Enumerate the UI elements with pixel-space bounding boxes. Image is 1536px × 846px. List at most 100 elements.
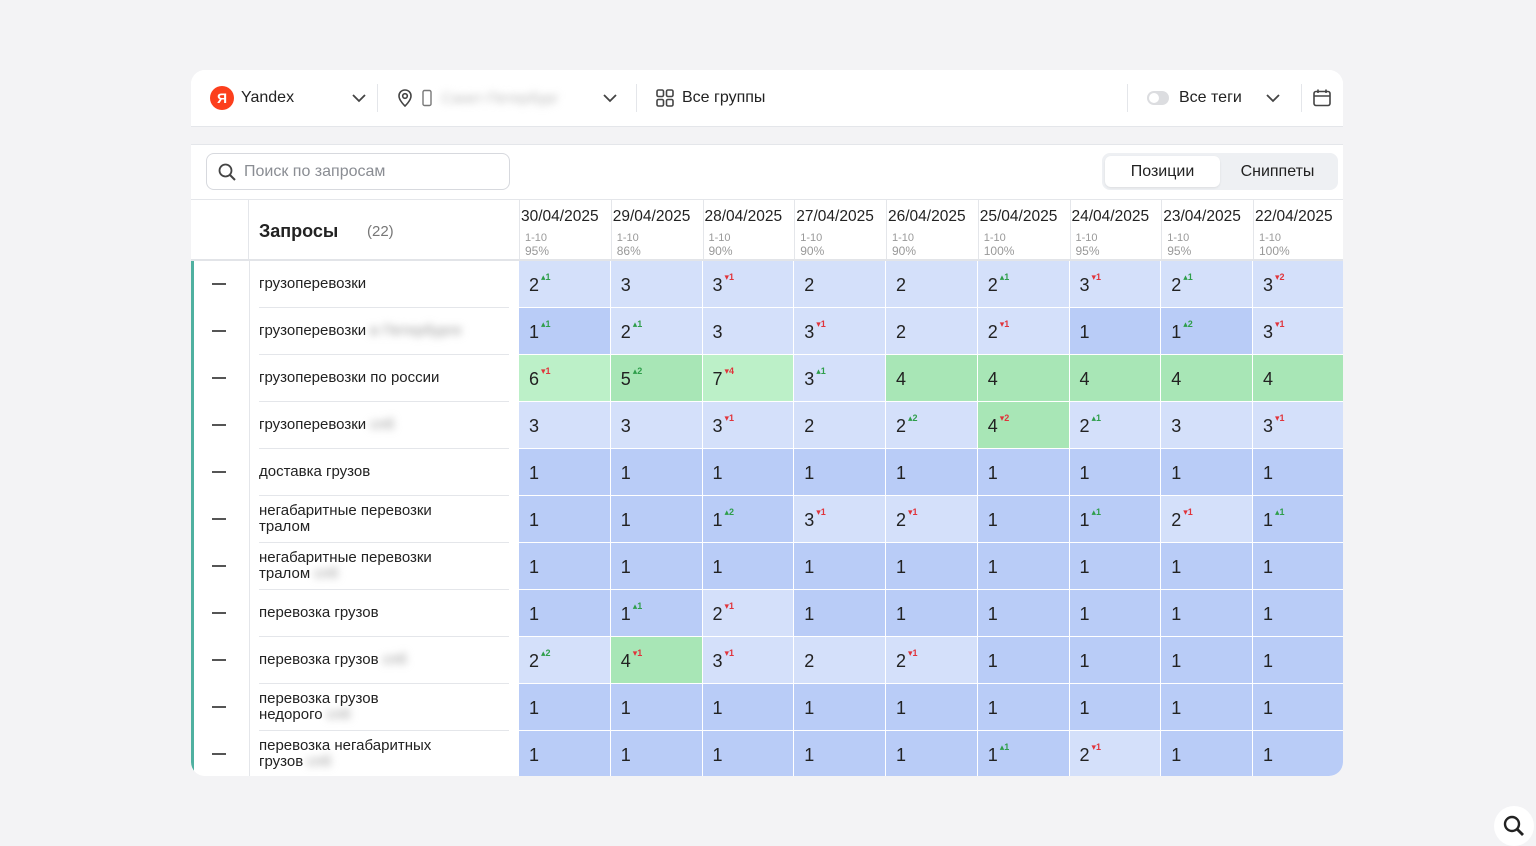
position-cell[interactable]: 2 ▴1 [1069, 402, 1162, 449]
position-cell[interactable]: 1 [1253, 684, 1343, 731]
position-cell[interactable]: 1 [1161, 543, 1253, 590]
position-cell[interactable]: 2 [794, 637, 886, 684]
position-cell[interactable]: 1 [886, 684, 978, 731]
position-cell[interactable]: 2 [794, 261, 886, 308]
position-cell[interactable]: 1 [702, 543, 795, 590]
collapse-toggle[interactable] [212, 377, 226, 379]
position-cell[interactable]: 4 [1069, 355, 1162, 402]
collapse-toggle[interactable] [212, 471, 226, 473]
position-cell[interactable]: 1 [519, 449, 611, 496]
position-cell[interactable]: 1 [1069, 308, 1162, 355]
position-cell[interactable]: 1 [794, 684, 886, 731]
collapse-toggle[interactable] [212, 565, 226, 567]
position-cell[interactable]: 3 ▾1 [1069, 261, 1162, 308]
date-column-header[interactable]: 26/04/2025 1-10 90% [886, 200, 978, 259]
position-cell[interactable]: 2 [886, 308, 978, 355]
position-cell[interactable]: 2 [886, 261, 978, 308]
tab-snippets[interactable]: Сниппеты [1240, 162, 1315, 180]
collapse-toggle[interactable] [212, 424, 226, 426]
position-cell[interactable]: 1 [610, 684, 703, 731]
position-cell[interactable]: 3 ▾1 [702, 402, 795, 449]
position-cell[interactable]: 1 [794, 590, 886, 637]
position-cell[interactable]: 1 [977, 449, 1070, 496]
position-cell[interactable]: 1 [794, 449, 886, 496]
position-cell[interactable]: 1 [1253, 637, 1343, 684]
groups-select[interactable]: Все группы [637, 70, 1127, 126]
position-cell[interactable]: 2 ▴2 [886, 402, 978, 449]
position-cell[interactable]: 4 ▾2 [977, 402, 1070, 449]
position-cell[interactable]: 1 [794, 543, 886, 590]
position-cell[interactable]: 3 ▾1 [1253, 308, 1343, 355]
position-cell[interactable]: 1 [519, 543, 611, 590]
date-column-header[interactable]: 24/04/2025 1-10 95% [1069, 200, 1162, 259]
position-cell[interactable]: 1 [886, 449, 978, 496]
position-cell[interactable]: 2 ▾1 [1069, 731, 1162, 776]
position-cell[interactable]: 3 [519, 402, 611, 449]
table-row[interactable]: грузоперевозки по россии 6 ▾1 5 ▴2 7 ▾4 3 ▴1 4 4 4 4… [191, 355, 1343, 402]
position-cell[interactable]: 1 [519, 684, 611, 731]
position-cell[interactable]: 1 [1253, 590, 1343, 637]
position-cell[interactable]: 1 [1069, 543, 1162, 590]
collapse-toggle[interactable] [212, 659, 226, 661]
date-column-header[interactable]: 25/04/2025 1-10 100% [977, 200, 1070, 259]
position-cell[interactable]: 1 [1069, 590, 1162, 637]
table-row[interactable]: доставка грузов 1 1 1 1 1 1 1 1 1 [191, 449, 1343, 496]
position-cell[interactable]: 4 [886, 355, 978, 402]
collapse-toggle[interactable] [212, 518, 226, 520]
position-cell[interactable]: 1 [1161, 637, 1253, 684]
position-cell[interactable]: 1 [977, 543, 1070, 590]
position-cell[interactable]: 3 [610, 402, 703, 449]
position-cell[interactable]: 1 [1253, 543, 1343, 590]
position-cell[interactable]: 3 ▾1 [794, 496, 886, 543]
table-row[interactable]: грузоперевозки спб 3 3 3 ▾1 2 2 ▴2 4 ▾2 2 ▴1 3 3 ▾1 [191, 402, 1343, 449]
collapse-toggle[interactable] [212, 330, 226, 332]
position-cell[interactable]: 2 ▾1 [886, 637, 978, 684]
table-row[interactable]: негабаритные перевозки тралом спб 1 1 1 1 1 1 1 1 1 [191, 543, 1343, 590]
date-column-header[interactable]: 28/04/2025 1-10 90% [702, 200, 795, 259]
position-cell[interactable]: 2 ▾1 [977, 308, 1070, 355]
position-cell[interactable]: 1 [1069, 449, 1162, 496]
table-row[interactable]: грузоперевозки в Петербурге 1 ▴1 2 ▴1 3 3 ▾1 2 2 ▾1… [191, 308, 1343, 355]
date-column-header[interactable]: 29/04/2025 1-10 86% [610, 200, 703, 259]
table-row[interactable]: перевозка грузов недорого спб 1 1 1 1 1 1 1 1 1 [191, 684, 1343, 731]
zoom-button[interactable] [1494, 806, 1534, 846]
position-cell[interactable]: 3 [702, 308, 795, 355]
engine-select[interactable]: Я Yandex [191, 70, 377, 126]
region-select[interactable]: Санкт-Петербург [378, 70, 636, 126]
date-column-header[interactable]: 22/04/2025 1-10 100% [1253, 200, 1343, 259]
position-cell[interactable]: 1 [977, 590, 1070, 637]
position-cell[interactable]: 2 ▴1 [519, 261, 611, 308]
position-cell[interactable]: 2 ▾1 [1161, 496, 1253, 543]
position-cell[interactable]: 1 ▴2 [702, 496, 795, 543]
position-cell[interactable]: 1 [610, 496, 703, 543]
table-row[interactable]: перевозка грузов 1 1 ▴1 2 ▾1 1 1 1 1 1 1 [191, 590, 1343, 637]
position-cell[interactable]: 1 [519, 590, 611, 637]
position-cell[interactable]: 5 ▴2 [610, 355, 703, 402]
position-cell[interactable]: 2 ▾1 [702, 590, 795, 637]
position-cell[interactable]: 3 ▾1 [1253, 402, 1343, 449]
position-cell[interactable]: 1 [610, 731, 703, 776]
tags-select[interactable]: Все теги [1128, 70, 1301, 126]
calendar-button[interactable] [1302, 70, 1342, 126]
position-cell[interactable]: 3 ▾1 [794, 308, 886, 355]
position-cell[interactable]: 1 [977, 637, 1070, 684]
position-cell[interactable]: 3 ▾2 [1253, 261, 1343, 308]
position-cell[interactable]: 1 [1069, 684, 1162, 731]
position-cell[interactable]: 1 [1253, 731, 1343, 776]
collapse-toggle[interactable] [212, 283, 226, 285]
position-cell[interactable]: 1 [794, 731, 886, 776]
position-cell[interactable]: 1 ▴1 [1069, 496, 1162, 543]
position-cell[interactable]: 1 [1161, 684, 1253, 731]
position-cell[interactable]: 1 [519, 731, 611, 776]
position-cell[interactable]: 1 [1161, 590, 1253, 637]
table-row[interactable]: негабаритные перевозки тралом 1 1 1 ▴2 3 ▾1 2 ▾1 1… [191, 496, 1343, 543]
position-cell[interactable]: 4 [977, 355, 1070, 402]
position-cell[interactable]: 2 [794, 402, 886, 449]
position-cell[interactable]: 1 ▴2 [1161, 308, 1253, 355]
position-cell[interactable]: 1 [702, 449, 795, 496]
position-cell[interactable]: 1 [1161, 449, 1253, 496]
search-box[interactable] [206, 153, 510, 190]
tab-positions[interactable]: Позиции [1105, 156, 1220, 187]
position-cell[interactable]: 1 [886, 543, 978, 590]
position-cell[interactable]: 1 ▴1 [519, 308, 611, 355]
